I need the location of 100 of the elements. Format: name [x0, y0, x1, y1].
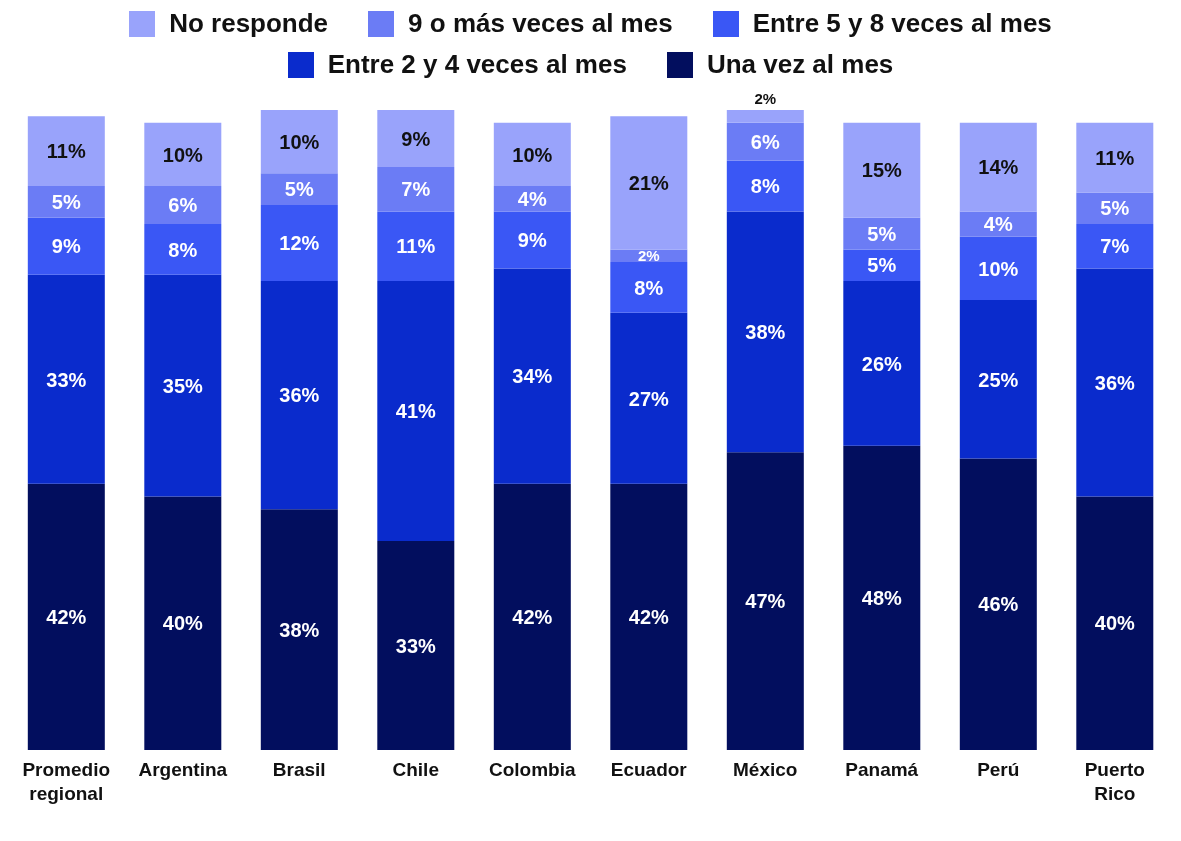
data-label: 8%: [634, 276, 664, 299]
x-tick-label: Brasil: [272, 759, 326, 780]
bar: [144, 224, 222, 275]
bar: [493, 211, 571, 269]
data-label: 4%: [983, 213, 1013, 236]
data-label: 5%: [1100, 197, 1130, 220]
bar: [27, 217, 105, 275]
data-label: 11%: [46, 140, 86, 163]
bar: [843, 249, 921, 282]
bar: [843, 445, 921, 750]
bar: [260, 110, 338, 174]
x-tick-label: Ecuador: [610, 759, 688, 780]
data-label: 38%: [745, 320, 786, 343]
legend-label: No responde: [169, 8, 329, 39]
bar: [726, 452, 804, 750]
bar: [377, 110, 455, 168]
data-label: 5%: [284, 178, 314, 201]
data-label: 9%: [517, 229, 547, 252]
bar: [610, 312, 688, 484]
data-label: 46%: [978, 593, 1019, 616]
data-label: 35%: [162, 374, 204, 397]
bar: [260, 509, 338, 750]
bar: [1076, 496, 1154, 750]
data-label: 42%: [628, 606, 670, 629]
x-tick-label: Colombia: [488, 759, 576, 780]
data-label: 26%: [861, 352, 903, 375]
data-label: 21%: [628, 172, 670, 195]
data-label: 40%: [162, 612, 204, 635]
data-label: 8%: [168, 238, 198, 261]
bar: [726, 211, 804, 453]
bar: [377, 211, 455, 282]
data-label: 5%: [867, 222, 897, 245]
data-label: 2%: [637, 247, 660, 265]
x-tick-label: Chile: [392, 759, 439, 780]
data-label: 11%: [396, 235, 436, 258]
x-tick-label: Panamá: [845, 759, 919, 780]
data-label: 34%: [512, 365, 553, 388]
data-label: 11%: [1095, 146, 1135, 169]
bar: [260, 281, 338, 510]
bar: [260, 173, 338, 206]
data-label: 40%: [1094, 612, 1136, 635]
data-label: 25%: [978, 368, 1019, 391]
bar: [1076, 268, 1154, 497]
bar: [1076, 122, 1154, 193]
x-tick-label: Argentina: [138, 759, 228, 780]
data-label: 10%: [512, 143, 553, 166]
data-label: 9%: [51, 235, 81, 258]
bar: [843, 281, 921, 446]
data-label: 33%: [395, 634, 437, 657]
legend-label: Entre 2 y 4 veces al mes: [327, 49, 627, 80]
bar: [959, 122, 1037, 212]
bar: [27, 186, 105, 218]
bar: [144, 496, 222, 750]
bar: [959, 236, 1037, 301]
data-label: 5%: [867, 254, 897, 277]
data-label: 2%: [754, 90, 777, 107]
bar: [610, 483, 688, 750]
legend-label: 9 o más veces al mes: [408, 8, 673, 39]
data-label: 14%: [978, 156, 1019, 179]
data-label: 48%: [861, 587, 903, 610]
bar: [959, 458, 1037, 750]
bar: [1076, 192, 1154, 225]
legend-label: Una vez al mes: [706, 49, 894, 80]
data-label: 7%: [1100, 235, 1130, 258]
legend-label: Entre 5 y 8 veces al mes: [752, 8, 1052, 39]
x-tick-label: Promedio regional: [22, 759, 111, 804]
data-label: 36%: [279, 384, 320, 407]
bar: [377, 167, 455, 212]
data-label: 10%: [978, 257, 1019, 280]
bar: [27, 483, 105, 750]
data-label: 36%: [1094, 371, 1136, 394]
bar: [144, 274, 222, 497]
bar: [726, 122, 804, 161]
bar: [493, 483, 571, 750]
bar: [377, 540, 455, 750]
data-label: 47%: [745, 590, 786, 613]
bar: [610, 262, 688, 313]
data-label: 38%: [279, 618, 320, 641]
x-tick-label: Perú: [977, 759, 1020, 780]
data-label: 15%: [861, 159, 903, 182]
bar: [144, 122, 222, 187]
bar: [726, 160, 804, 212]
bar: [27, 274, 105, 484]
data-label: 4%: [517, 187, 547, 210]
data-label: 9%: [401, 127, 431, 150]
data-label: 6%: [750, 130, 780, 153]
data-label: 10%: [279, 130, 320, 153]
bar: [610, 116, 688, 250]
data-label: 42%: [512, 606, 553, 629]
data-label: 41%: [395, 400, 437, 423]
bar: [1076, 224, 1154, 269]
data-label: 7%: [401, 178, 431, 201]
x-tick-label: Puerto Rico: [1084, 759, 1145, 804]
x-tick-label: México: [733, 759, 798, 780]
bar: [27, 116, 105, 187]
data-label: 10%: [162, 143, 204, 166]
data-label: 27%: [628, 387, 670, 410]
data-label: 42%: [46, 606, 87, 629]
bar: [377, 281, 455, 541]
data-label: 12%: [279, 232, 320, 255]
